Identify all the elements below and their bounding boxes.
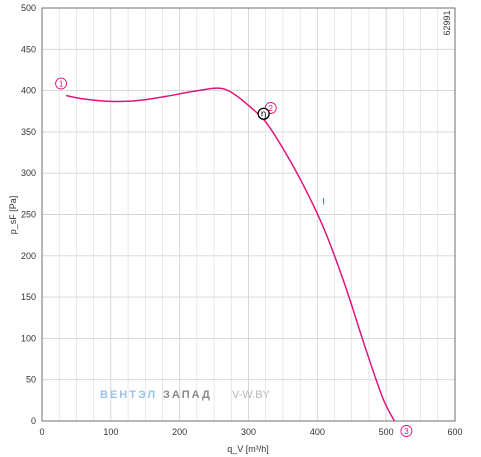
y-tick-label: 100 [21,333,36,343]
plot-frame [41,7,456,422]
grid [41,7,456,422]
x-tick-label: 200 [172,427,187,437]
x-tick-label: 500 [379,427,394,437]
operating-point-marker [55,77,68,90]
chart-annotations: 62991 Iη [257,10,452,207]
operating-point-label: 1 [59,80,64,89]
fan-curve-line [65,87,396,422]
y-tick-label: 350 [21,127,36,137]
x-tick-label: 300 [241,427,256,437]
y-tick-label: 300 [21,168,36,178]
y-tick-label: 250 [21,210,36,220]
operating-point-label: 3 [404,427,409,436]
x-tick-label: 100 [103,427,118,437]
x-axis-label: q_V [m³/h] [227,444,269,454]
x-tick-label: 400 [310,427,325,437]
watermark-part1: ВЕНТЭЛ [100,389,157,401]
efficiency-symbol: η [261,110,267,120]
y-axis-label: p_sF [Pa] [8,196,18,235]
chart-id: 62991 [442,10,452,35]
operating-point-marker [400,425,413,437]
watermark-part3: V-W.BY [232,389,271,401]
series [65,87,396,422]
y-tick-label: 200 [21,251,36,261]
x-tick-label: 0 [39,427,44,437]
y-tick-label: 400 [21,86,36,96]
tick-labels: 0 50 100 150 200 250 300 350 400 450 500 0 100 200 300… [21,3,463,437]
x-tick-label: 600 [447,427,462,437]
y-tick-label: 0 [31,416,36,426]
y-tick-label: 150 [21,292,36,302]
watermark: ВЕНТЭЛ ЗАПАД V-W.BY [100,389,271,401]
y-tick-label: 50 [26,375,36,385]
y-tick-label: 450 [21,44,36,54]
y-tick-label: 500 [21,3,36,13]
axis-labels: q_V [m³/h] p_sF [Pa] [8,196,269,454]
operating-point-label: 2 [268,104,273,113]
efficiency-marker [257,107,270,120]
curve-label: I [322,197,325,207]
operating-points: 1 2 3 [55,77,413,437]
watermark-part2: ЗАПАД [163,389,212,401]
